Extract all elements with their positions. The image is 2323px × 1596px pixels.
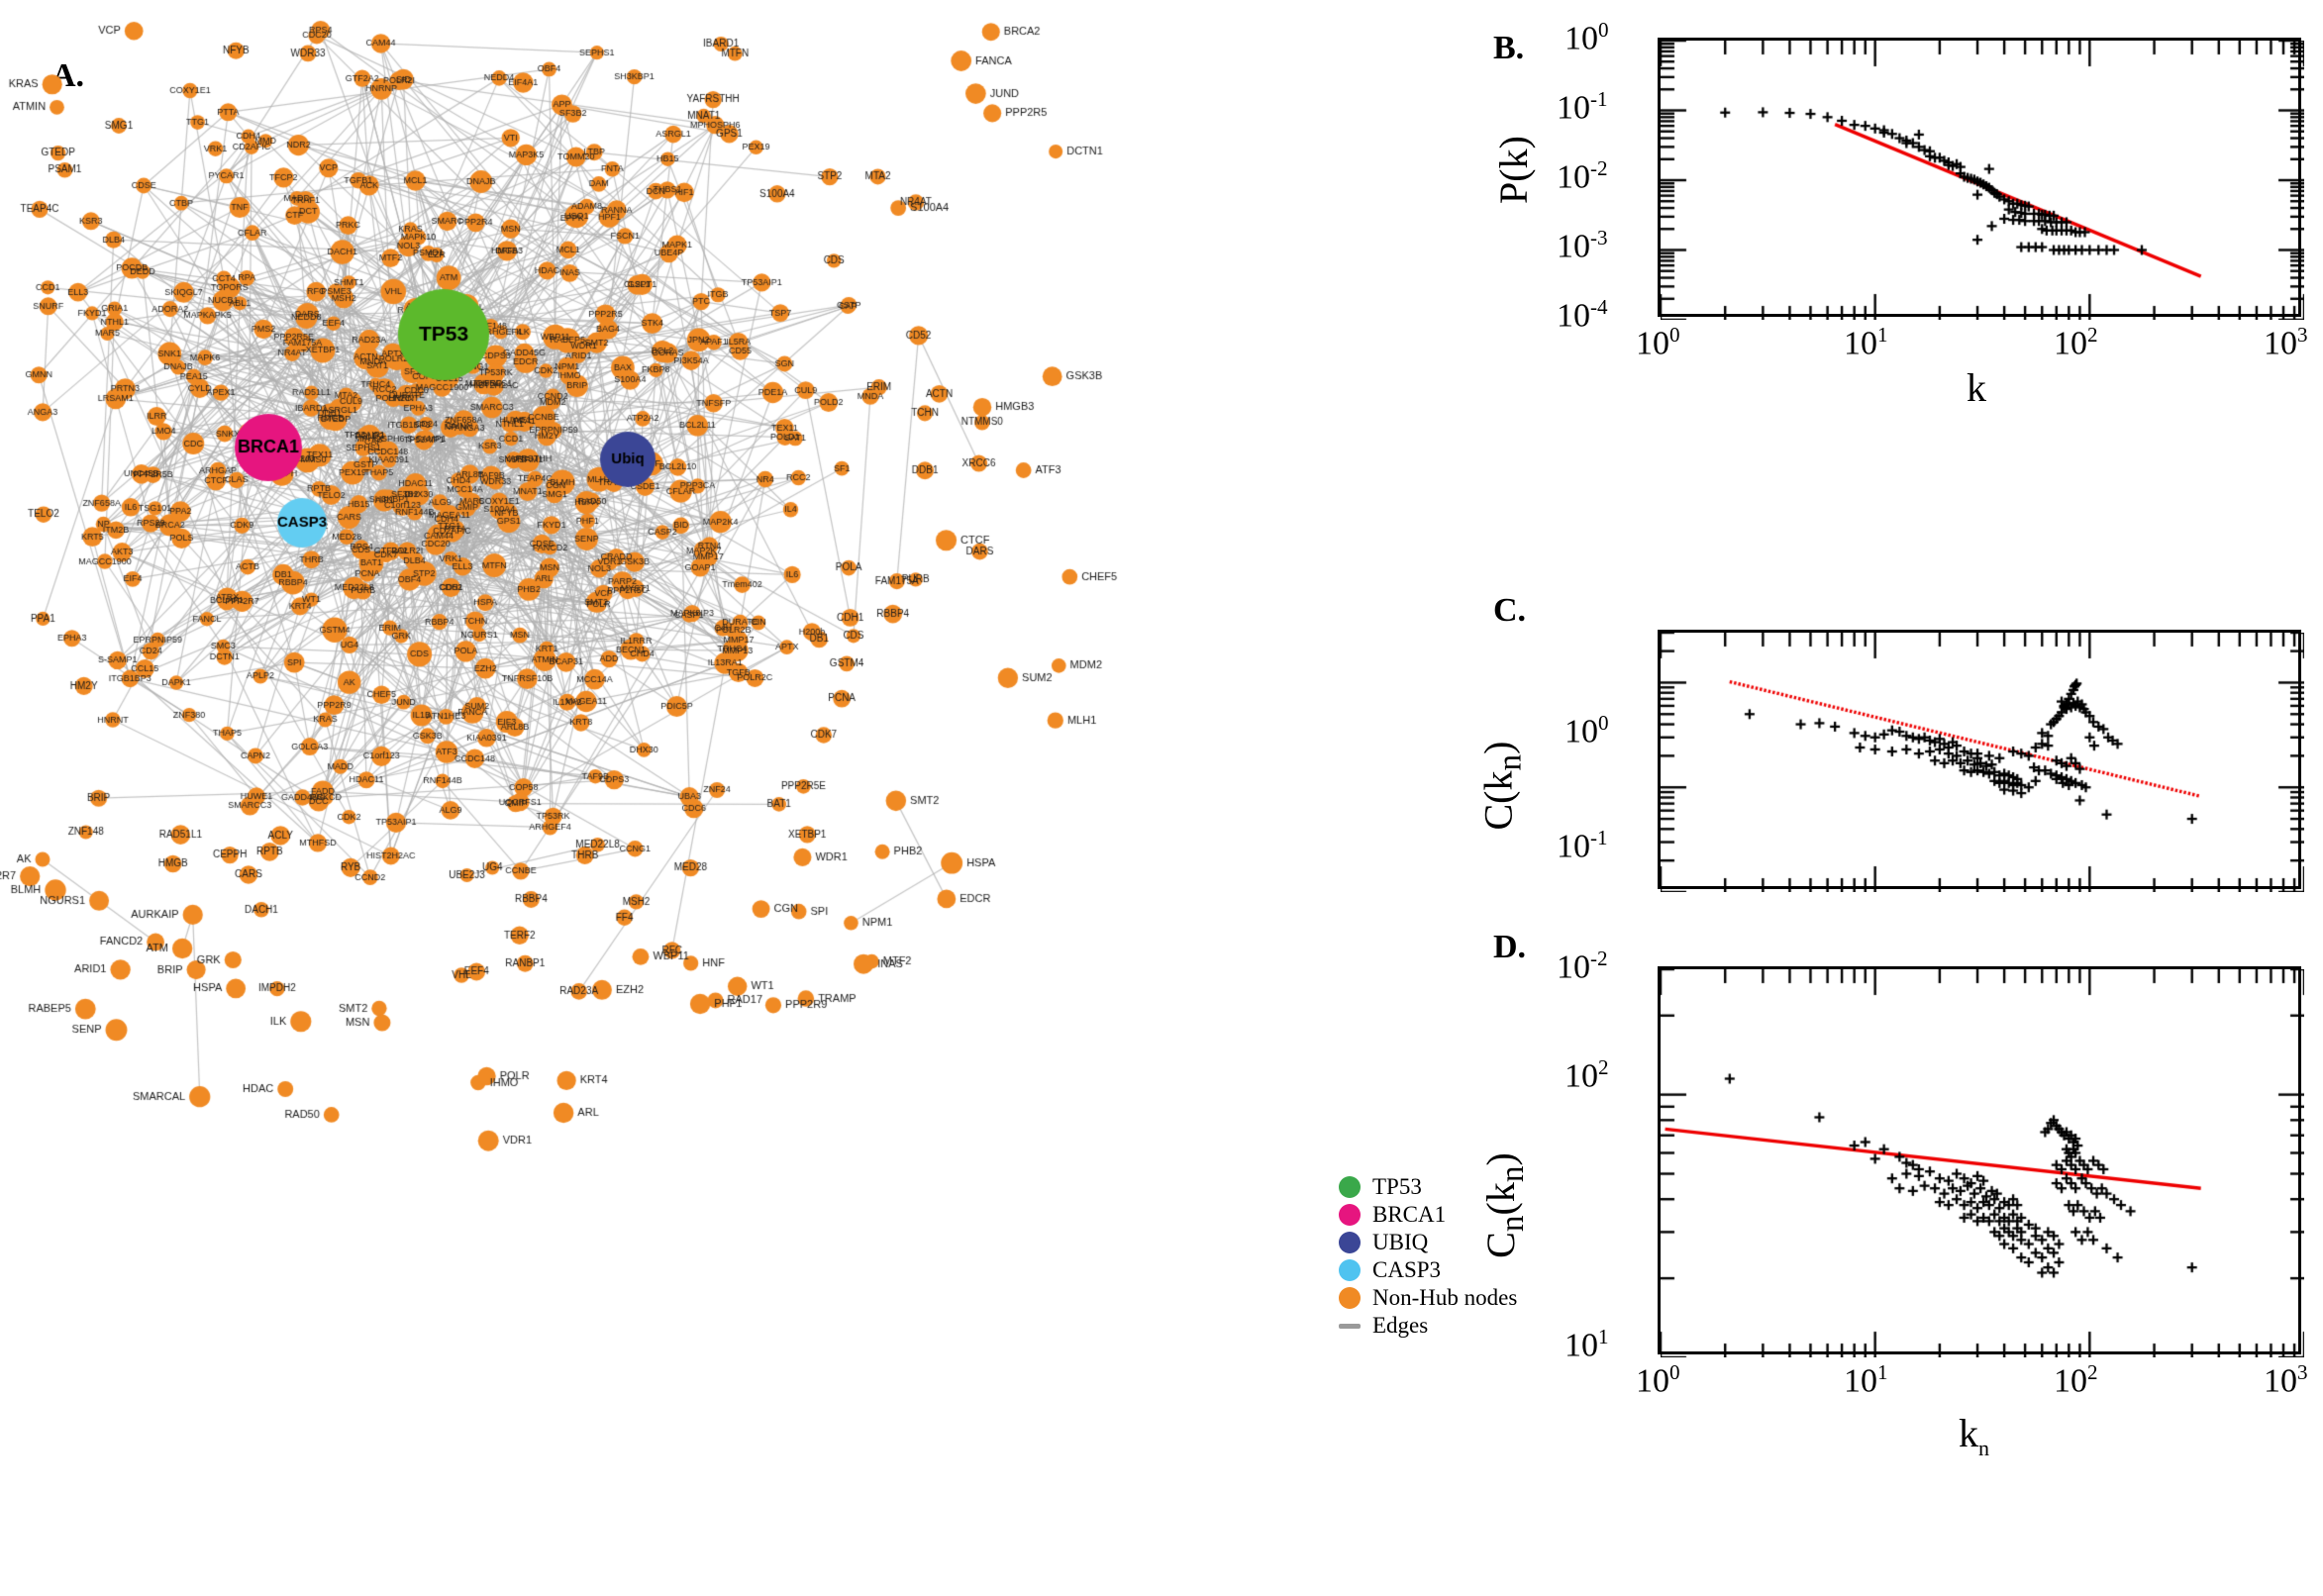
legend-label-edges: Edges	[1372, 1313, 1429, 1338]
panel-d-xtick-1e0: 100	[1636, 1360, 1680, 1400]
panel-d-frame	[1658, 966, 2304, 1357]
panel-d-xtick-1e1: 101	[1844, 1360, 1888, 1400]
legend-label-ubiq: UBIQ	[1372, 1230, 1429, 1254]
legend-swatch-ubiq-circle	[1339, 1232, 1361, 1253]
right-column-plots: B. 100 10-1 10-2 10-3 10-4 P(k) 100 101 …	[1465, 0, 2323, 1596]
panel-d-xlabel: kn	[1959, 1411, 1989, 1460]
panel-d-ylabel: Cn(kn)	[1477, 1152, 1531, 1258]
panel-b-frame	[1658, 38, 2304, 320]
legend-item-nonhub: Non-Hub nodes	[1339, 1284, 1517, 1312]
panel-c-frame	[1658, 630, 2304, 892]
panel-b-xtick-1e2: 102	[2054, 323, 2098, 362]
panel-c-plot: 100 10-1 C(kn)	[1465, 564, 2323, 892]
panel-c-ylabel: C(kn)	[1475, 741, 1529, 831]
panel-b-ytick-1e-1: 10-1	[1557, 87, 1608, 127]
legend-swatch-tp53-circle	[1339, 1176, 1361, 1198]
legend-item-tp53: TP53	[1339, 1173, 1477, 1201]
legend-swatch-casp3-circle	[1339, 1259, 1361, 1281]
panel-c-ytick-1e-1: 10-1	[1557, 826, 1608, 865]
panel-d-data-canvas[interactable]	[1661, 969, 2304, 1357]
panel-b-ytick-1e0: 100	[1565, 18, 1609, 57]
panel-b-ytick-1e-4: 10-4	[1557, 295, 1608, 335]
panel-d-xtick-1e3: 103	[2264, 1360, 2308, 1400]
panel-d-ytick-1e-2: 10-2	[1557, 947, 1608, 986]
panel-d-ytick-1e2: 102	[1565, 1055, 1609, 1095]
legend-item-edges: Edges	[1339, 1312, 1477, 1340]
legend-label-brca1: BRCA1	[1372, 1202, 1447, 1227]
panel-c-ytick-1e0: 100	[1565, 711, 1609, 750]
panel-b-xlabel: k	[1967, 365, 1986, 410]
panel-d-xtick-1e2: 102	[2054, 1360, 2098, 1400]
panel-b-plot: 100 10-1 10-2 10-3 10-4 P(k) 100 101 102…	[1465, 0, 2323, 410]
panel-b-ytick-1e-3: 10-3	[1557, 226, 1608, 265]
panel-b-xtick-1e0: 100	[1636, 323, 1680, 362]
legend-label-nonhub: Non-Hub nodes	[1372, 1285, 1518, 1310]
legend-swatch-nonhub-circle	[1339, 1287, 1361, 1309]
legend-item-casp3: CASP3	[1339, 1256, 1477, 1284]
panel-b-xtick-1e1: 101	[1844, 323, 1888, 362]
legend-swatch-brca1-circle	[1339, 1204, 1361, 1226]
legend-item-ubiq: UBIQ	[1339, 1229, 1477, 1256]
panel-d-label: D.	[1493, 929, 1527, 965]
panel-c-label: C.	[1493, 592, 1527, 629]
panel-b-xtick-1e3: 103	[2264, 323, 2308, 362]
panel-b-ytick-1e-2: 10-2	[1557, 156, 1608, 196]
panel-a-network: A. TP53 BRCA1 UBIQ CASP3 Non-Hub nodes E…	[0, 0, 1517, 1596]
legend-label-casp3: CASP3	[1372, 1257, 1442, 1282]
network-legend: TP53 BRCA1 UBIQ CASP3 Non-Hub nodes Edge…	[1339, 1173, 1517, 1340]
legend-label-tp53: TP53	[1372, 1174, 1422, 1199]
panel-b-ylabel: P(k)	[1490, 136, 1536, 204]
panel-d-plot: 10-2 102 101 Cn(kn) 100 101 102 103 kn	[1465, 891, 2323, 1596]
legend-item-brca1: BRCA1	[1339, 1201, 1477, 1229]
legend-swatch-edge-line	[1339, 1323, 1361, 1329]
panel-c-data-canvas[interactable]	[1661, 633, 2304, 892]
panel-d-ytick-1e1: 101	[1565, 1325, 1609, 1364]
panel-b-label: B.	[1493, 30, 1525, 66]
network-graph-canvas[interactable]	[0, 0, 1465, 1596]
panel-b-data-canvas[interactable]	[1661, 41, 2304, 320]
